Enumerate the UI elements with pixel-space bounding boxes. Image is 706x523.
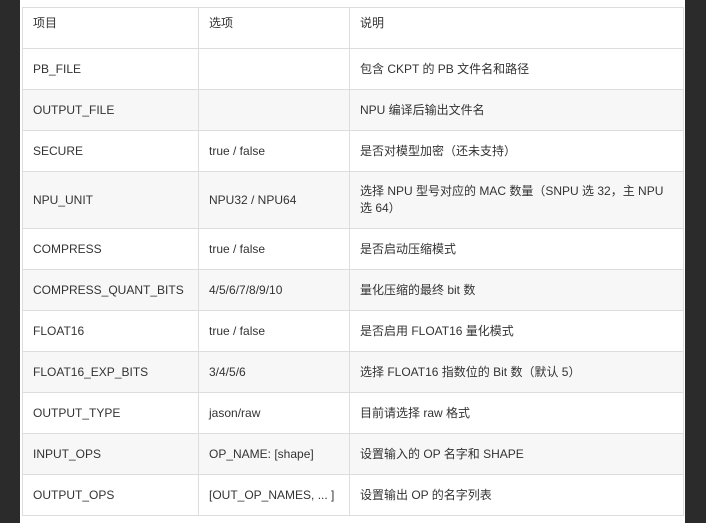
cell-option: [198, 89, 350, 131]
cell-item: NPU_UNIT: [22, 171, 199, 229]
table-row: PB_FILE 包含 CKPT 的 PB 文件名和路径: [22, 48, 684, 90]
cell-option: [OUT_OP_NAMES, ... ]: [198, 474, 350, 516]
cell-option: NPU32 / NPU64: [198, 171, 350, 229]
cell-item: OUTPUT_OPS: [22, 474, 199, 516]
cell-description: 是否启动压缩模式: [349, 228, 684, 270]
cell-item: FLOAT16: [22, 310, 199, 352]
cell-description: 目前请选择 raw 格式: [349, 392, 684, 434]
cell-description: 是否对模型加密（还未支持）: [349, 130, 684, 172]
document-panel: 项目 选项 说明 PB_FILE 包含 CKPT 的 PB 文件名和路径 OUT…: [20, 0, 685, 523]
table-row: SECURE true / false 是否对模型加密（还未支持）: [22, 130, 684, 172]
table-row: FLOAT16 true / false 是否启用 FLOAT16 量化模式: [22, 310, 684, 352]
cell-item: OUTPUT_TYPE: [22, 392, 199, 434]
cell-description: 是否启用 FLOAT16 量化模式: [349, 310, 684, 352]
table-row: FLOAT16_EXP_BITS 3/4/5/6 选择 FLOAT16 指数位的…: [22, 351, 684, 393]
header-description: 说明: [349, 7, 684, 49]
table-row: COMPRESS true / false 是否启动压缩模式: [22, 228, 684, 270]
header-option: 选项: [198, 7, 350, 49]
cell-option: true / false: [198, 228, 350, 270]
cell-item: INPUT_OPS: [22, 433, 199, 475]
cell-option: true / false: [198, 130, 350, 172]
cell-item: PB_FILE: [22, 48, 199, 90]
header-item: 项目: [22, 7, 199, 49]
cell-item: COMPRESS_QUANT_BITS: [22, 269, 199, 311]
cell-description: 量化压缩的最终 bit 数: [349, 269, 684, 311]
cell-item: COMPRESS: [22, 228, 199, 270]
cell-description: 包含 CKPT 的 PB 文件名和路径: [349, 48, 684, 90]
table-row: OUTPUT_OPS [OUT_OP_NAMES, ... ] 设置输出 OP …: [22, 474, 684, 516]
cell-option: true / false: [198, 310, 350, 352]
cell-item: SECURE: [22, 130, 199, 172]
cell-description: 选择 NPU 型号对应的 MAC 数量（SNPU 选 32，主 NPU 选 64…: [349, 171, 684, 229]
table-row: OUTPUT_TYPE jason/raw 目前请选择 raw 格式: [22, 392, 684, 434]
cell-option: 4/5/6/7/8/9/10: [198, 269, 350, 311]
cell-item: OUTPUT_FILE: [22, 89, 199, 131]
table-row: COMPRESS_QUANT_BITS 4/5/6/7/8/9/10 量化压缩的…: [22, 269, 684, 311]
table-row: INPUT_OPS OP_NAME: [shape] 设置输入的 OP 名字和 …: [22, 433, 684, 475]
cell-description: 设置输出 OP 的名字列表: [349, 474, 684, 516]
cell-item: FLOAT16_EXP_BITS: [22, 351, 199, 393]
cell-option: jason/raw: [198, 392, 350, 434]
cell-description: NPU 编译后输出文件名: [349, 89, 684, 131]
cell-description: 设置输入的 OP 名字和 SHAPE: [349, 433, 684, 475]
table-row: OUTPUT_FILE NPU 编译后输出文件名: [22, 89, 684, 131]
table-row: NPU_UNIT NPU32 / NPU64 选择 NPU 型号对应的 MAC …: [22, 171, 684, 229]
parameter-table: 项目 选项 说明 PB_FILE 包含 CKPT 的 PB 文件名和路径 OUT…: [22, 7, 684, 516]
cell-option: [198, 48, 350, 90]
cell-option: OP_NAME: [shape]: [198, 433, 350, 475]
cell-description: 选择 FLOAT16 指数位的 Bit 数（默认 5）: [349, 351, 684, 393]
cell-option: 3/4/5/6: [198, 351, 350, 393]
table-header-row: 项目 选项 说明: [22, 7, 684, 49]
